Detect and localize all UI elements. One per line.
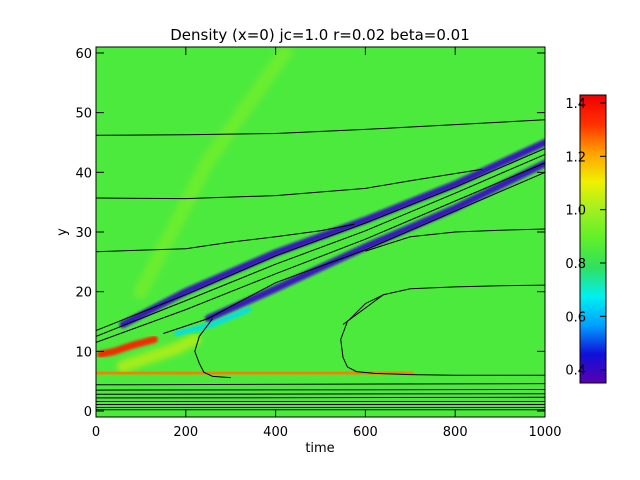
x-tick-label: 1000	[528, 425, 561, 440]
contour-line	[194, 318, 231, 379]
y-tick-label: 10	[75, 345, 92, 360]
x-tick-label: 0	[92, 425, 100, 440]
contour-line	[96, 148, 545, 331]
plot-background	[96, 47, 545, 417]
colorbar-tick-label: 0.8	[565, 257, 586, 272]
plot-area	[95, 46, 546, 418]
contour-line	[342, 284, 545, 325]
feature-cyan-front	[174, 307, 252, 336]
colorbar-tick-label: 0.4	[565, 364, 586, 379]
chart-title: Density (x=0) jc=1.0 r=0.02 beta=0.01	[170, 26, 470, 44]
colorbar-tick-label: 1.0	[565, 204, 586, 219]
colorbar-tick-label: 1.4	[565, 97, 586, 112]
contour-line	[340, 294, 545, 376]
y-tick-label: 50	[75, 107, 92, 122]
contour-line	[96, 153, 545, 337]
feature-rarefaction-streak	[133, 47, 292, 299]
y-axis: 0 10 20 30 40 50 60	[75, 47, 545, 420]
y-tick-label: 40	[75, 166, 92, 181]
x-tick-label: 800	[443, 425, 468, 440]
contour-line	[96, 393, 545, 395]
colorbar-tick-label: 1.2	[565, 150, 586, 165]
feature-yellow-wedge	[116, 333, 201, 373]
feature-high-density-band	[96, 368, 415, 378]
contour-line	[96, 383, 545, 386]
y-tick-label: 60	[75, 47, 92, 62]
contour-line	[96, 396, 545, 399]
contour-lines	[96, 119, 545, 411]
colorbar-ticks: 0.4 0.6 0.8 1.0 1.2 1.4	[565, 97, 606, 379]
y-tick-label: 30	[75, 226, 92, 241]
contour-line	[96, 168, 483, 200]
y-tick-label: 0	[84, 405, 92, 420]
y-tick-label: 20	[75, 286, 92, 301]
x-tick-label: 200	[173, 425, 198, 440]
x-axis-label: time	[305, 441, 334, 456]
colorbar-gradient-bar	[579, 94, 607, 384]
feature-upper-low-density-band	[119, 139, 545, 328]
feature-compression-tip	[97, 335, 158, 358]
contour-line	[96, 119, 545, 136]
colorbar-tick-label: 0.6	[565, 310, 586, 325]
contour-line	[365, 228, 545, 252]
x-axis: 0 200 400 600 800 1000	[92, 47, 562, 440]
x-tick-label: 600	[353, 425, 378, 440]
heatmap-features	[96, 47, 545, 378]
contour-line	[96, 389, 545, 391]
x-tick-label: 400	[263, 425, 288, 440]
feature-lower-low-density-band	[204, 159, 545, 322]
colorbar: 0.4 0.6 0.8 1.0 1.2 1.4	[565, 94, 607, 384]
y-axis-label: y	[55, 228, 70, 236]
contour-line	[96, 162, 545, 343]
contour-line	[163, 171, 545, 334]
contour-line	[96, 223, 355, 253]
